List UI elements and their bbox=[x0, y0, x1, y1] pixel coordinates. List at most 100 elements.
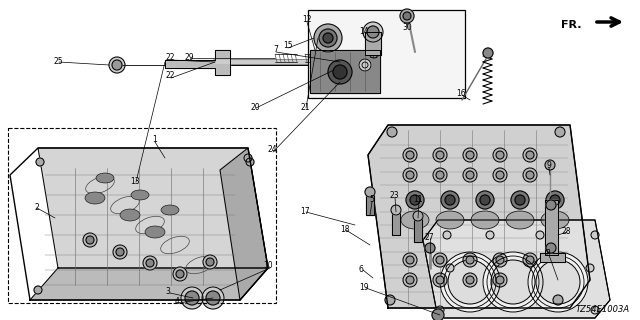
Text: 27: 27 bbox=[424, 233, 434, 242]
Text: 25: 25 bbox=[53, 57, 63, 66]
Circle shape bbox=[486, 231, 494, 239]
Circle shape bbox=[523, 148, 537, 162]
Ellipse shape bbox=[96, 173, 114, 183]
Circle shape bbox=[369, 48, 379, 58]
Circle shape bbox=[523, 168, 537, 182]
Circle shape bbox=[546, 191, 564, 209]
Text: 18: 18 bbox=[340, 225, 349, 234]
Polygon shape bbox=[366, 195, 374, 215]
Text: 1: 1 bbox=[152, 135, 157, 145]
Circle shape bbox=[173, 267, 187, 281]
Text: 17: 17 bbox=[300, 206, 310, 215]
Polygon shape bbox=[220, 148, 268, 300]
Circle shape bbox=[515, 195, 525, 205]
Circle shape bbox=[591, 306, 599, 314]
Circle shape bbox=[436, 276, 444, 284]
Circle shape bbox=[526, 171, 534, 179]
Text: FR.: FR. bbox=[561, 20, 582, 30]
Polygon shape bbox=[310, 50, 380, 93]
Circle shape bbox=[387, 127, 397, 137]
Circle shape bbox=[436, 151, 444, 159]
Circle shape bbox=[406, 191, 424, 209]
Circle shape bbox=[463, 148, 477, 162]
Circle shape bbox=[441, 191, 459, 209]
Circle shape bbox=[466, 151, 474, 159]
Circle shape bbox=[536, 231, 544, 239]
Text: 22: 22 bbox=[165, 53, 175, 62]
Circle shape bbox=[463, 168, 477, 182]
Text: 11: 11 bbox=[413, 196, 423, 204]
Circle shape bbox=[496, 276, 504, 284]
Circle shape bbox=[246, 158, 254, 166]
Circle shape bbox=[545, 160, 555, 170]
Circle shape bbox=[319, 29, 337, 47]
Circle shape bbox=[436, 171, 444, 179]
Circle shape bbox=[206, 258, 214, 266]
Polygon shape bbox=[365, 32, 381, 55]
Circle shape bbox=[436, 306, 444, 314]
Circle shape bbox=[116, 248, 124, 256]
Circle shape bbox=[203, 255, 217, 269]
Circle shape bbox=[586, 264, 594, 272]
Polygon shape bbox=[38, 148, 268, 268]
Circle shape bbox=[400, 9, 414, 23]
Ellipse shape bbox=[131, 190, 149, 200]
Ellipse shape bbox=[120, 209, 140, 221]
Circle shape bbox=[496, 151, 504, 159]
Circle shape bbox=[314, 24, 342, 52]
Text: 19: 19 bbox=[359, 283, 369, 292]
Bar bbox=[308, 10, 465, 98]
Circle shape bbox=[496, 256, 504, 264]
Circle shape bbox=[185, 291, 199, 305]
Circle shape bbox=[511, 191, 529, 209]
Circle shape bbox=[555, 127, 565, 137]
Circle shape bbox=[403, 253, 417, 267]
Circle shape bbox=[425, 243, 435, 253]
Circle shape bbox=[553, 295, 563, 305]
Text: 30: 30 bbox=[402, 22, 412, 31]
Circle shape bbox=[436, 256, 444, 264]
Circle shape bbox=[463, 253, 477, 267]
Circle shape bbox=[363, 22, 383, 42]
Circle shape bbox=[536, 260, 580, 304]
Polygon shape bbox=[30, 268, 268, 300]
Circle shape bbox=[483, 48, 493, 58]
Text: 10: 10 bbox=[263, 261, 273, 270]
Circle shape bbox=[413, 211, 423, 221]
Ellipse shape bbox=[541, 211, 569, 229]
Circle shape bbox=[359, 59, 371, 71]
Circle shape bbox=[493, 168, 507, 182]
Circle shape bbox=[433, 253, 447, 267]
Circle shape bbox=[324, 51, 356, 83]
Ellipse shape bbox=[145, 226, 165, 238]
Text: 21: 21 bbox=[300, 102, 310, 111]
Circle shape bbox=[83, 233, 97, 247]
Circle shape bbox=[406, 171, 414, 179]
Circle shape bbox=[493, 253, 507, 267]
Circle shape bbox=[496, 171, 504, 179]
Bar bbox=[8, 128, 276, 303]
Circle shape bbox=[181, 287, 203, 309]
Text: 2: 2 bbox=[35, 203, 40, 212]
Circle shape bbox=[493, 148, 507, 162]
Text: 5: 5 bbox=[369, 196, 374, 204]
Polygon shape bbox=[165, 50, 230, 75]
Circle shape bbox=[476, 191, 494, 209]
Circle shape bbox=[391, 205, 401, 215]
Text: 7: 7 bbox=[273, 45, 278, 54]
Circle shape bbox=[410, 195, 420, 205]
Text: TZ54E1003A: TZ54E1003A bbox=[576, 305, 630, 314]
Text: 20: 20 bbox=[250, 102, 260, 111]
Circle shape bbox=[546, 200, 556, 210]
Text: 14: 14 bbox=[359, 27, 369, 36]
Circle shape bbox=[206, 291, 220, 305]
Circle shape bbox=[526, 256, 534, 264]
Circle shape bbox=[446, 264, 454, 272]
Circle shape bbox=[523, 253, 537, 267]
Circle shape bbox=[550, 195, 560, 205]
Text: 13: 13 bbox=[130, 177, 140, 186]
Circle shape bbox=[113, 245, 127, 259]
Ellipse shape bbox=[436, 211, 464, 229]
Circle shape bbox=[466, 171, 474, 179]
Circle shape bbox=[403, 12, 411, 20]
